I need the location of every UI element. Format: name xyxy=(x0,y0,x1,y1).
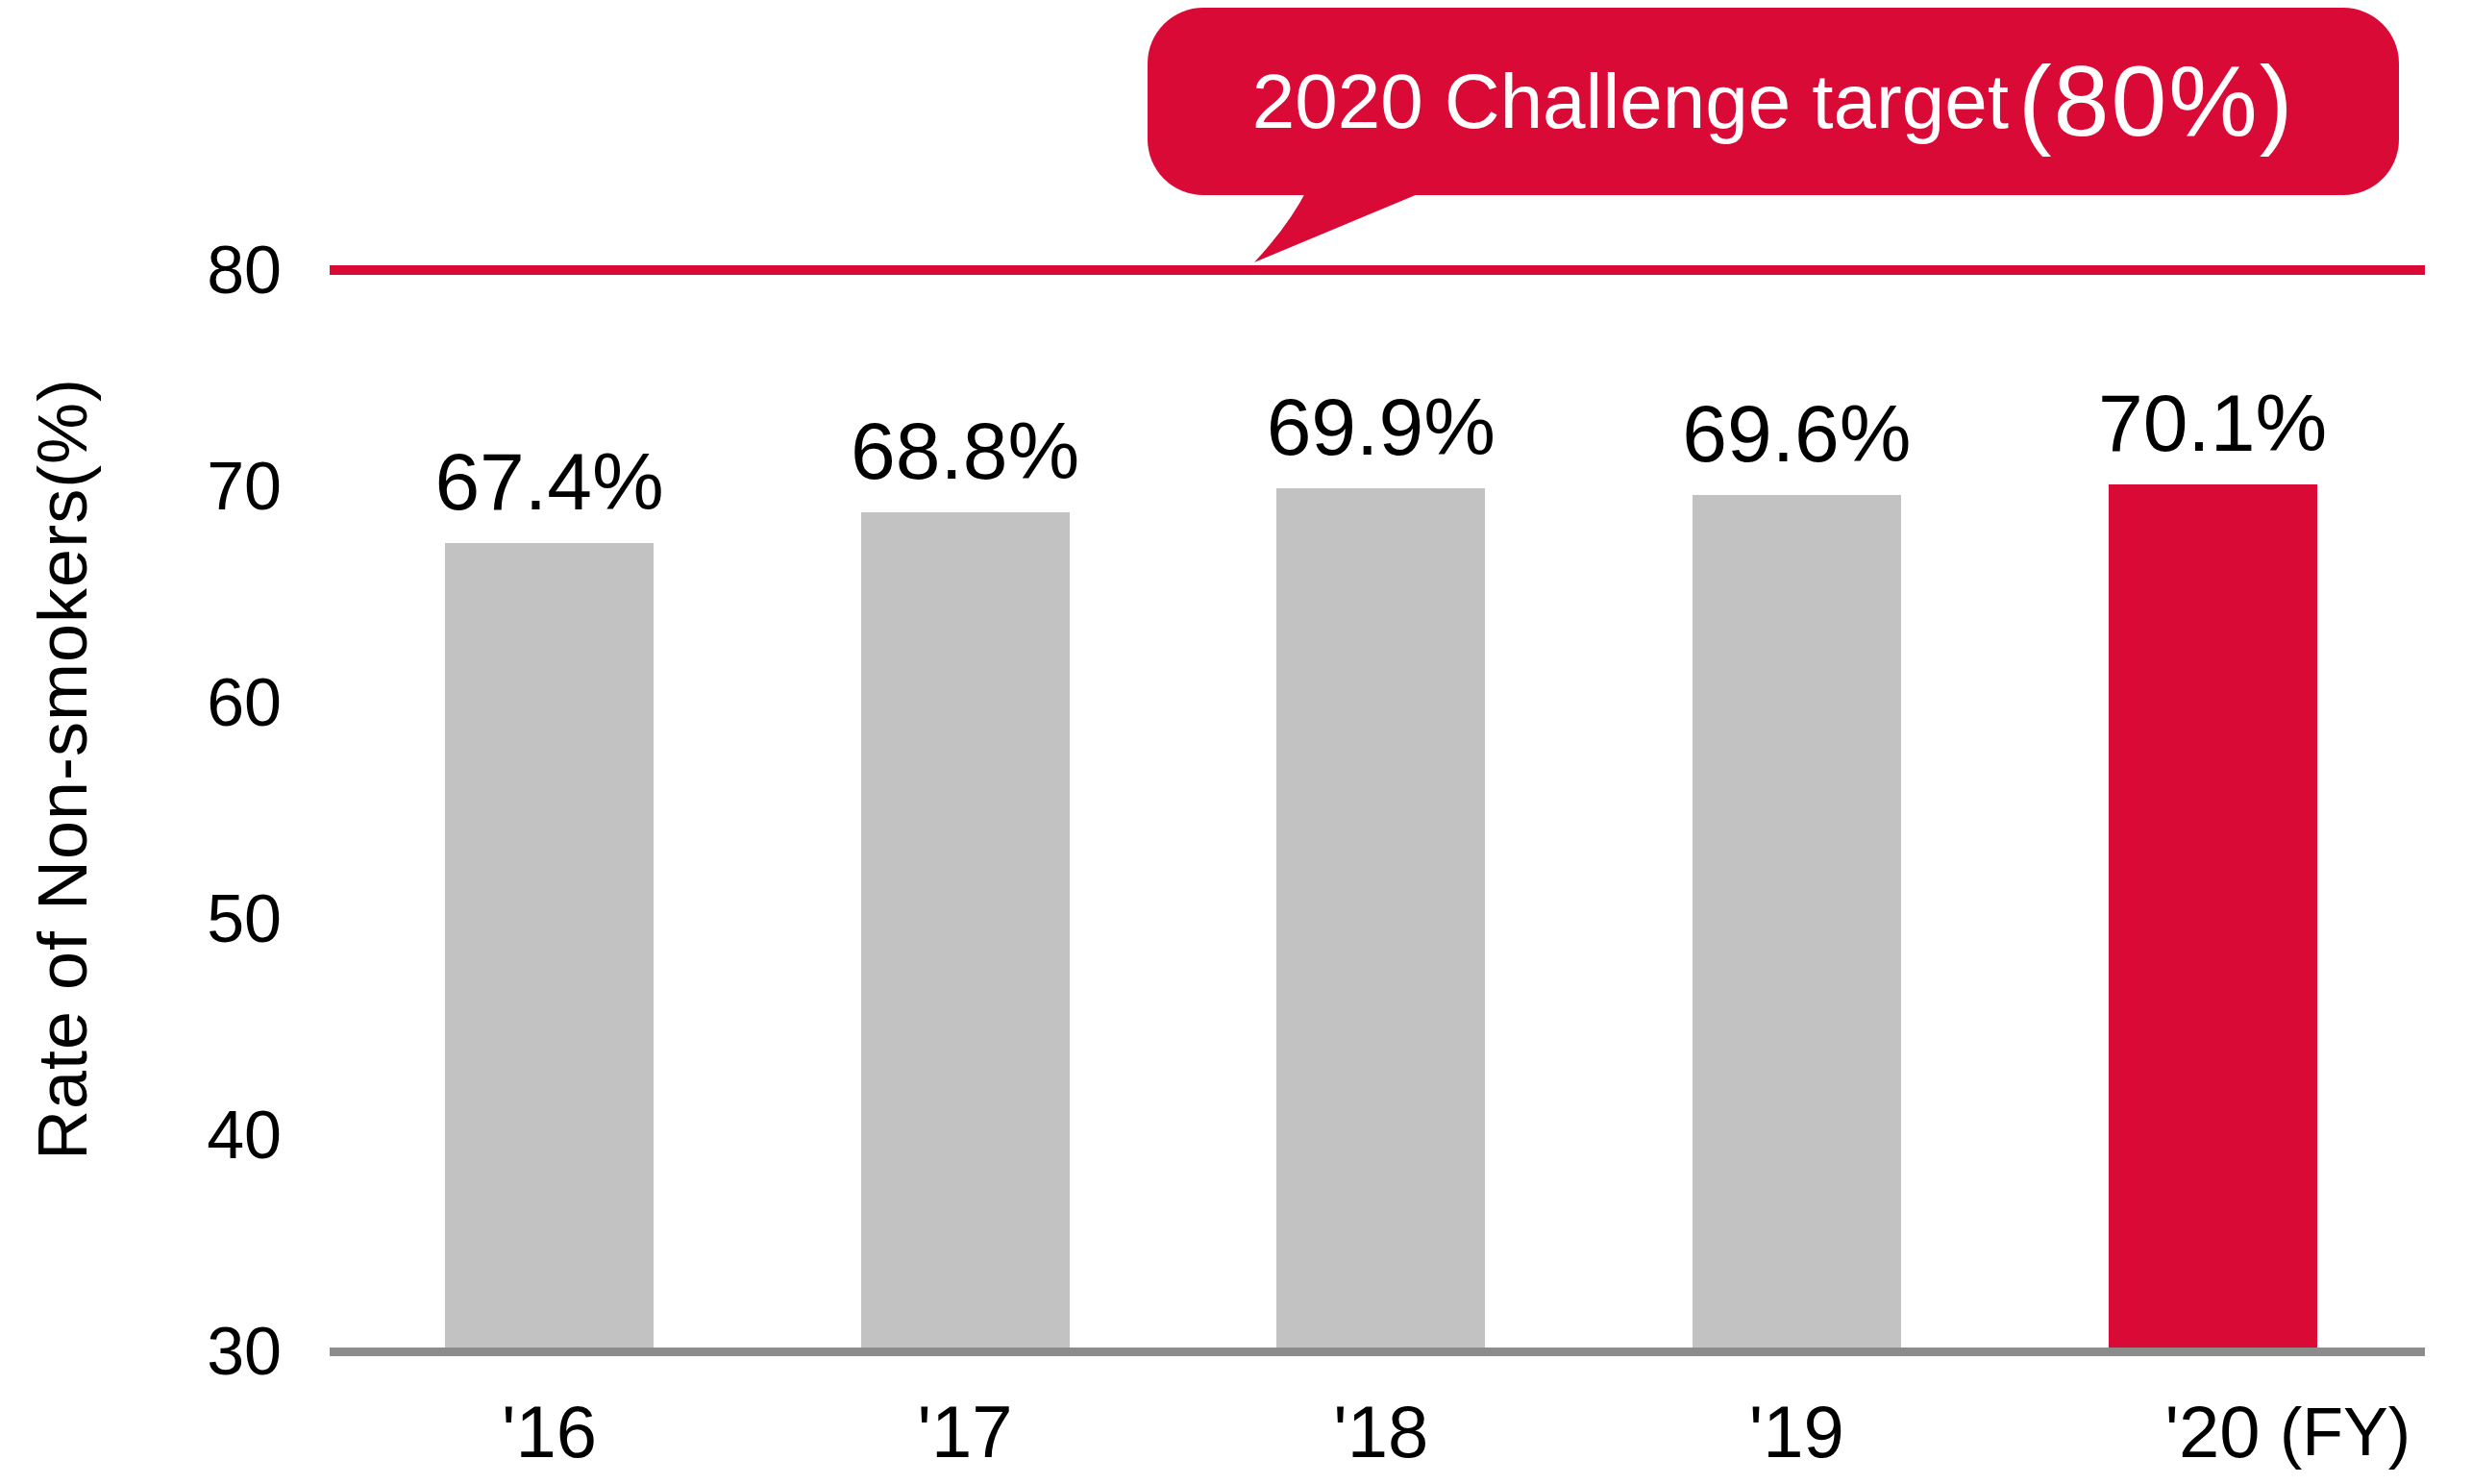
x-axis-unit-label: (FY) xyxy=(2280,1398,2472,1466)
callout-tail xyxy=(1240,189,1442,270)
callout-label: 2020 Challenge target xyxy=(1252,58,2009,146)
target-callout: 2020 Challenge target (80%) xyxy=(1148,8,2399,195)
bar-value-label: 70.1% xyxy=(1972,383,2453,463)
bar xyxy=(1693,495,1901,1355)
y-tick-label: 60 xyxy=(0,668,282,737)
x-axis-line xyxy=(330,1348,2425,1356)
x-tick-label: '19 xyxy=(1556,1396,2037,1469)
bar xyxy=(2109,484,2317,1355)
y-tick-label: 50 xyxy=(0,884,282,953)
x-tick-label: '16 xyxy=(309,1396,790,1469)
x-tick-label: '17 xyxy=(725,1396,1205,1469)
target-line xyxy=(330,265,2425,275)
callout-target-value: (80%) xyxy=(2018,44,2294,159)
bar xyxy=(861,512,1070,1355)
bar xyxy=(445,543,654,1356)
y-tick-label: 80 xyxy=(0,235,282,305)
bar-value-label: 69.9% xyxy=(1141,386,1621,467)
bar-value-label: 69.6% xyxy=(1556,393,2037,474)
bar-value-label: 67.4% xyxy=(309,441,790,522)
y-tick-label: 30 xyxy=(0,1317,282,1386)
y-tick-label: 40 xyxy=(0,1101,282,1170)
x-tick-label: '18 xyxy=(1141,1396,1621,1469)
bar-value-label: 68.8% xyxy=(725,410,1205,491)
y-tick-label: 70 xyxy=(0,452,282,521)
chart-canvas: 2020 Challenge target (80%) Rate of Non-… xyxy=(0,0,2472,1484)
bar xyxy=(1276,488,1485,1355)
